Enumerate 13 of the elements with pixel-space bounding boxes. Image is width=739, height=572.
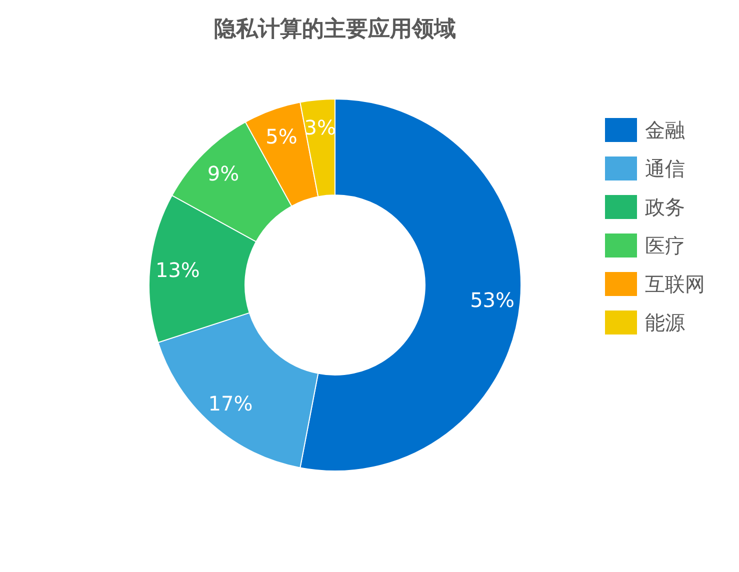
chart-title: 隐私计算的主要应用领域 — [214, 16, 456, 42]
legend-label: 能源 — [645, 310, 685, 334]
legend-label: 医疗 — [645, 234, 685, 258]
data-label: 5% — [266, 124, 298, 148]
data-label: 9% — [207, 161, 240, 186]
legend-label: 金融 — [645, 118, 685, 142]
legend-label: 通信 — [645, 156, 685, 180]
legend-label: 政务 — [645, 195, 685, 219]
legend-label: 互联网 — [645, 272, 705, 296]
data-label: 3% — [304, 116, 336, 140]
data-label: 53% — [470, 288, 515, 312]
data-label: 17% — [208, 392, 253, 416]
data-label: 13% — [155, 258, 200, 282]
